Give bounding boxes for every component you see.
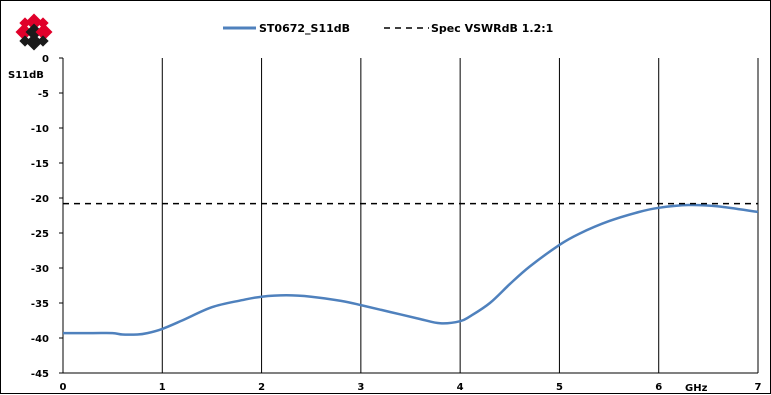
x-tick-labels: 0 1 2 3 4 5 6 7 (60, 382, 762, 393)
x-axis-label: GHz (685, 383, 708, 394)
y-tick-labels: 0 -5 -10 -15 -20 -25 -30 -35 -40 -45 (31, 54, 63, 380)
x-tick-label: 7 (755, 382, 762, 393)
legend: ST0672_S11dB Spec VSWRdB 1.2:1 (223, 22, 553, 35)
y-axis-label: S11dB (8, 70, 44, 81)
legend-label-series-2: Spec VSWRdB 1.2:1 (431, 22, 553, 35)
y-tick-label: -5 (38, 89, 49, 100)
x-tick-label: 2 (258, 382, 265, 393)
y-tick-label: 0 (42, 54, 49, 65)
x-tick-label: 3 (357, 382, 364, 393)
y-tick-label: -15 (31, 159, 49, 170)
y-tick-label: -35 (31, 299, 49, 310)
y-tick-label: -10 (31, 124, 49, 135)
plot-grid (62, 58, 759, 374)
x-tick-label: 1 (159, 382, 166, 393)
x-tick-label: 6 (655, 382, 662, 393)
y-tick-label: -45 (31, 369, 49, 380)
series-lines (63, 202, 759, 336)
y-tick-label: -20 (31, 194, 49, 205)
logo-icon (15, 13, 53, 51)
legend-label-series-1: ST0672_S11dB (259, 22, 350, 35)
x-tick-label: 4 (457, 382, 464, 393)
y-tick-label: -40 (31, 334, 49, 345)
x-tick-label: 5 (556, 382, 563, 393)
y-tick-label: -25 (31, 229, 49, 240)
x-tick-label: 0 (60, 382, 67, 393)
series-line-1 (63, 203, 759, 336)
y-tick-label: -30 (31, 264, 49, 275)
